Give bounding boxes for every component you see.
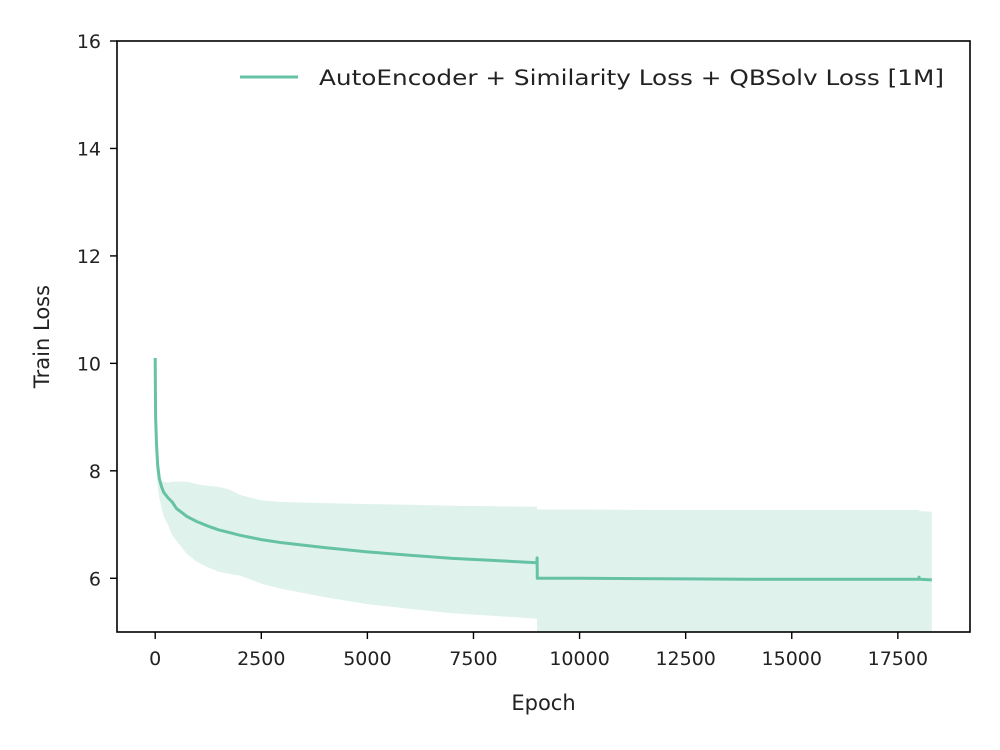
y-tick-label: 16 — [77, 31, 101, 53]
x-tick-label: 2500 — [237, 648, 285, 670]
y-axis-title: Train Loss — [30, 285, 54, 389]
series-0-std-band — [155, 358, 932, 632]
y-axis: 6 8 10 12 14 16 — [77, 31, 117, 590]
y-tick-label: 12 — [77, 246, 101, 268]
x-axis-title: Epoch — [511, 691, 575, 715]
axes-frame — [116, 40, 971, 633]
x-tick-label: 7500 — [449, 648, 497, 670]
x-tick-label: 5000 — [343, 648, 391, 670]
y-tick-label: 6 — [89, 568, 101, 590]
y-tick-label: 8 — [89, 461, 101, 483]
x-tick-label: 15000 — [762, 648, 822, 670]
y-tick-label: 10 — [77, 353, 101, 375]
plot-area — [153, 357, 932, 632]
x-tick-label: 0 — [149, 648, 161, 670]
x-tick-label: 17500 — [868, 648, 928, 670]
series-0-line — [153, 357, 932, 582]
legend-label: AutoEncoder + Similarity Loss + QBSolv L… — [319, 66, 944, 90]
legend: AutoEncoder + Similarity Loss + QBSolv L… — [240, 66, 944, 90]
x-tick-label: 12500 — [655, 648, 715, 670]
x-tick-label: 10000 — [549, 648, 609, 670]
y-tick-label: 14 — [77, 138, 101, 160]
x-axis: 0 2500 5000 7500 10000 12500 15000 17500 — [149, 632, 928, 670]
